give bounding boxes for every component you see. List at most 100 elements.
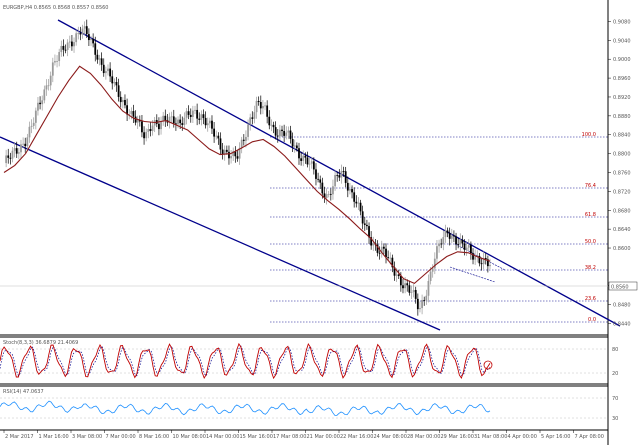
candle-body xyxy=(28,126,31,138)
time-axis-label: 5 Apr 16:00 xyxy=(541,434,570,440)
candle-body xyxy=(113,82,116,84)
time-axis-label: 22 Mar 16:00 xyxy=(340,434,373,440)
time-axis-label: 2 Mar 2017 xyxy=(5,434,34,440)
price-axis-label: 0.8680 xyxy=(613,208,631,214)
candle-body xyxy=(104,71,107,74)
candle-body xyxy=(24,143,27,147)
time-axis-label: 15 Mar 16:00 xyxy=(240,434,273,440)
flag-lower-line[interactable] xyxy=(449,266,496,283)
candle-body xyxy=(414,289,417,299)
candle-body xyxy=(37,102,39,111)
candle-body xyxy=(289,130,292,140)
candle-body xyxy=(268,116,271,126)
candle-body xyxy=(121,99,124,103)
time-axis-label: 4 Apr 00:00 xyxy=(508,434,537,440)
candle-body xyxy=(486,259,489,267)
candle-body xyxy=(295,145,298,149)
candle-body xyxy=(75,33,78,43)
candle-body xyxy=(202,114,205,118)
candle-body xyxy=(183,117,186,125)
candle-body xyxy=(278,129,281,137)
fib-level-label: 0.0 xyxy=(588,317,596,323)
candle-body xyxy=(423,299,426,301)
time-axis-label: 3 Mar 08:00 xyxy=(72,434,102,440)
time-axis-label: 8 Mar 16:00 xyxy=(139,434,169,440)
candle-body xyxy=(124,99,126,106)
price-axis-label: 0.8760 xyxy=(613,171,631,177)
candle-body xyxy=(204,117,207,126)
candle-body xyxy=(251,117,254,119)
current-price-tag xyxy=(608,281,638,291)
candle-body xyxy=(285,132,288,136)
candle-body xyxy=(32,122,35,126)
candlestick-series[interactable] xyxy=(5,19,491,316)
candle-body xyxy=(378,252,381,254)
candle-body xyxy=(399,276,402,286)
candle-body xyxy=(160,121,162,130)
candle-body xyxy=(213,128,216,137)
candle-body xyxy=(221,149,224,155)
candle-body xyxy=(370,237,373,246)
candle-body xyxy=(168,116,171,123)
stochastic-panel[interactable]: Stoch(8,3,3) 36.6879 21.4069 80 20 xyxy=(0,336,618,385)
candle-body xyxy=(151,125,154,131)
candle-body xyxy=(79,33,82,35)
candle-body xyxy=(391,257,394,268)
candle-body xyxy=(26,137,29,147)
price-axis: 0.9080 0.9040 0.9000 0.8960 0.8920 0.8880 0.88… xyxy=(608,19,631,328)
candle-body xyxy=(257,100,260,103)
candle-body xyxy=(158,123,160,130)
rsi-label: RSI(14) 47.0637 xyxy=(3,389,44,395)
price-axis-label: 0.8800 xyxy=(613,152,631,158)
candle-body xyxy=(382,246,385,249)
candle-body xyxy=(489,264,491,267)
price-axis-label: 0.8440 xyxy=(613,322,631,328)
candle-body xyxy=(336,175,339,176)
candle-body xyxy=(323,193,326,199)
candle-body xyxy=(172,116,175,124)
candle-body xyxy=(247,124,249,137)
candle-body xyxy=(92,38,95,44)
candle-body xyxy=(472,253,474,260)
candle-body xyxy=(474,256,477,260)
time-axis-label: 7 Apr 08:00 xyxy=(575,434,604,440)
candle-body xyxy=(448,233,451,239)
candle-body xyxy=(30,125,33,127)
candle-body xyxy=(223,149,226,155)
candle-body xyxy=(264,105,266,107)
candle-body xyxy=(397,274,400,277)
candle-body xyxy=(130,111,133,115)
stochastic-label: Stoch(8,3,3) 36.6879 21.4069 xyxy=(3,340,78,346)
candle-body xyxy=(45,85,48,90)
candle-body xyxy=(408,285,411,293)
candle-body xyxy=(66,42,69,50)
rsi-line xyxy=(0,400,491,416)
candle-body xyxy=(117,85,120,97)
time-axis-label: 7 Mar 00:00 xyxy=(106,434,136,440)
rsi-axis-70: 70 xyxy=(612,396,618,402)
time-axis-label: 10 Mar 08:00 xyxy=(173,434,206,440)
time-axis-label: 17 Mar 08:00 xyxy=(273,434,306,440)
candle-body xyxy=(136,119,139,123)
time-axis-label: 21 Mar 00:00 xyxy=(307,434,340,440)
candle-body xyxy=(340,171,343,178)
candle-body xyxy=(232,151,235,157)
candle-body xyxy=(230,156,232,159)
candle-body xyxy=(83,26,86,29)
time-axis-label: 28 Mar 00:00 xyxy=(407,434,440,440)
candle-body xyxy=(283,130,286,136)
candle-body xyxy=(81,28,84,35)
price-axis-label: 0.8840 xyxy=(613,133,631,139)
channel-lower-line[interactable] xyxy=(0,136,441,331)
chart-title: EURGBP,H4 0.8565 0.8568 0.8557 0.8560 xyxy=(3,5,108,11)
stochastic-axis-20: 20 xyxy=(612,371,618,377)
candle-body xyxy=(312,161,315,170)
candle-body xyxy=(253,112,256,119)
candle-body xyxy=(13,148,16,151)
candle-body xyxy=(134,116,137,123)
candle-body xyxy=(219,138,222,150)
candle-body xyxy=(395,274,398,276)
candle-body xyxy=(262,106,264,109)
